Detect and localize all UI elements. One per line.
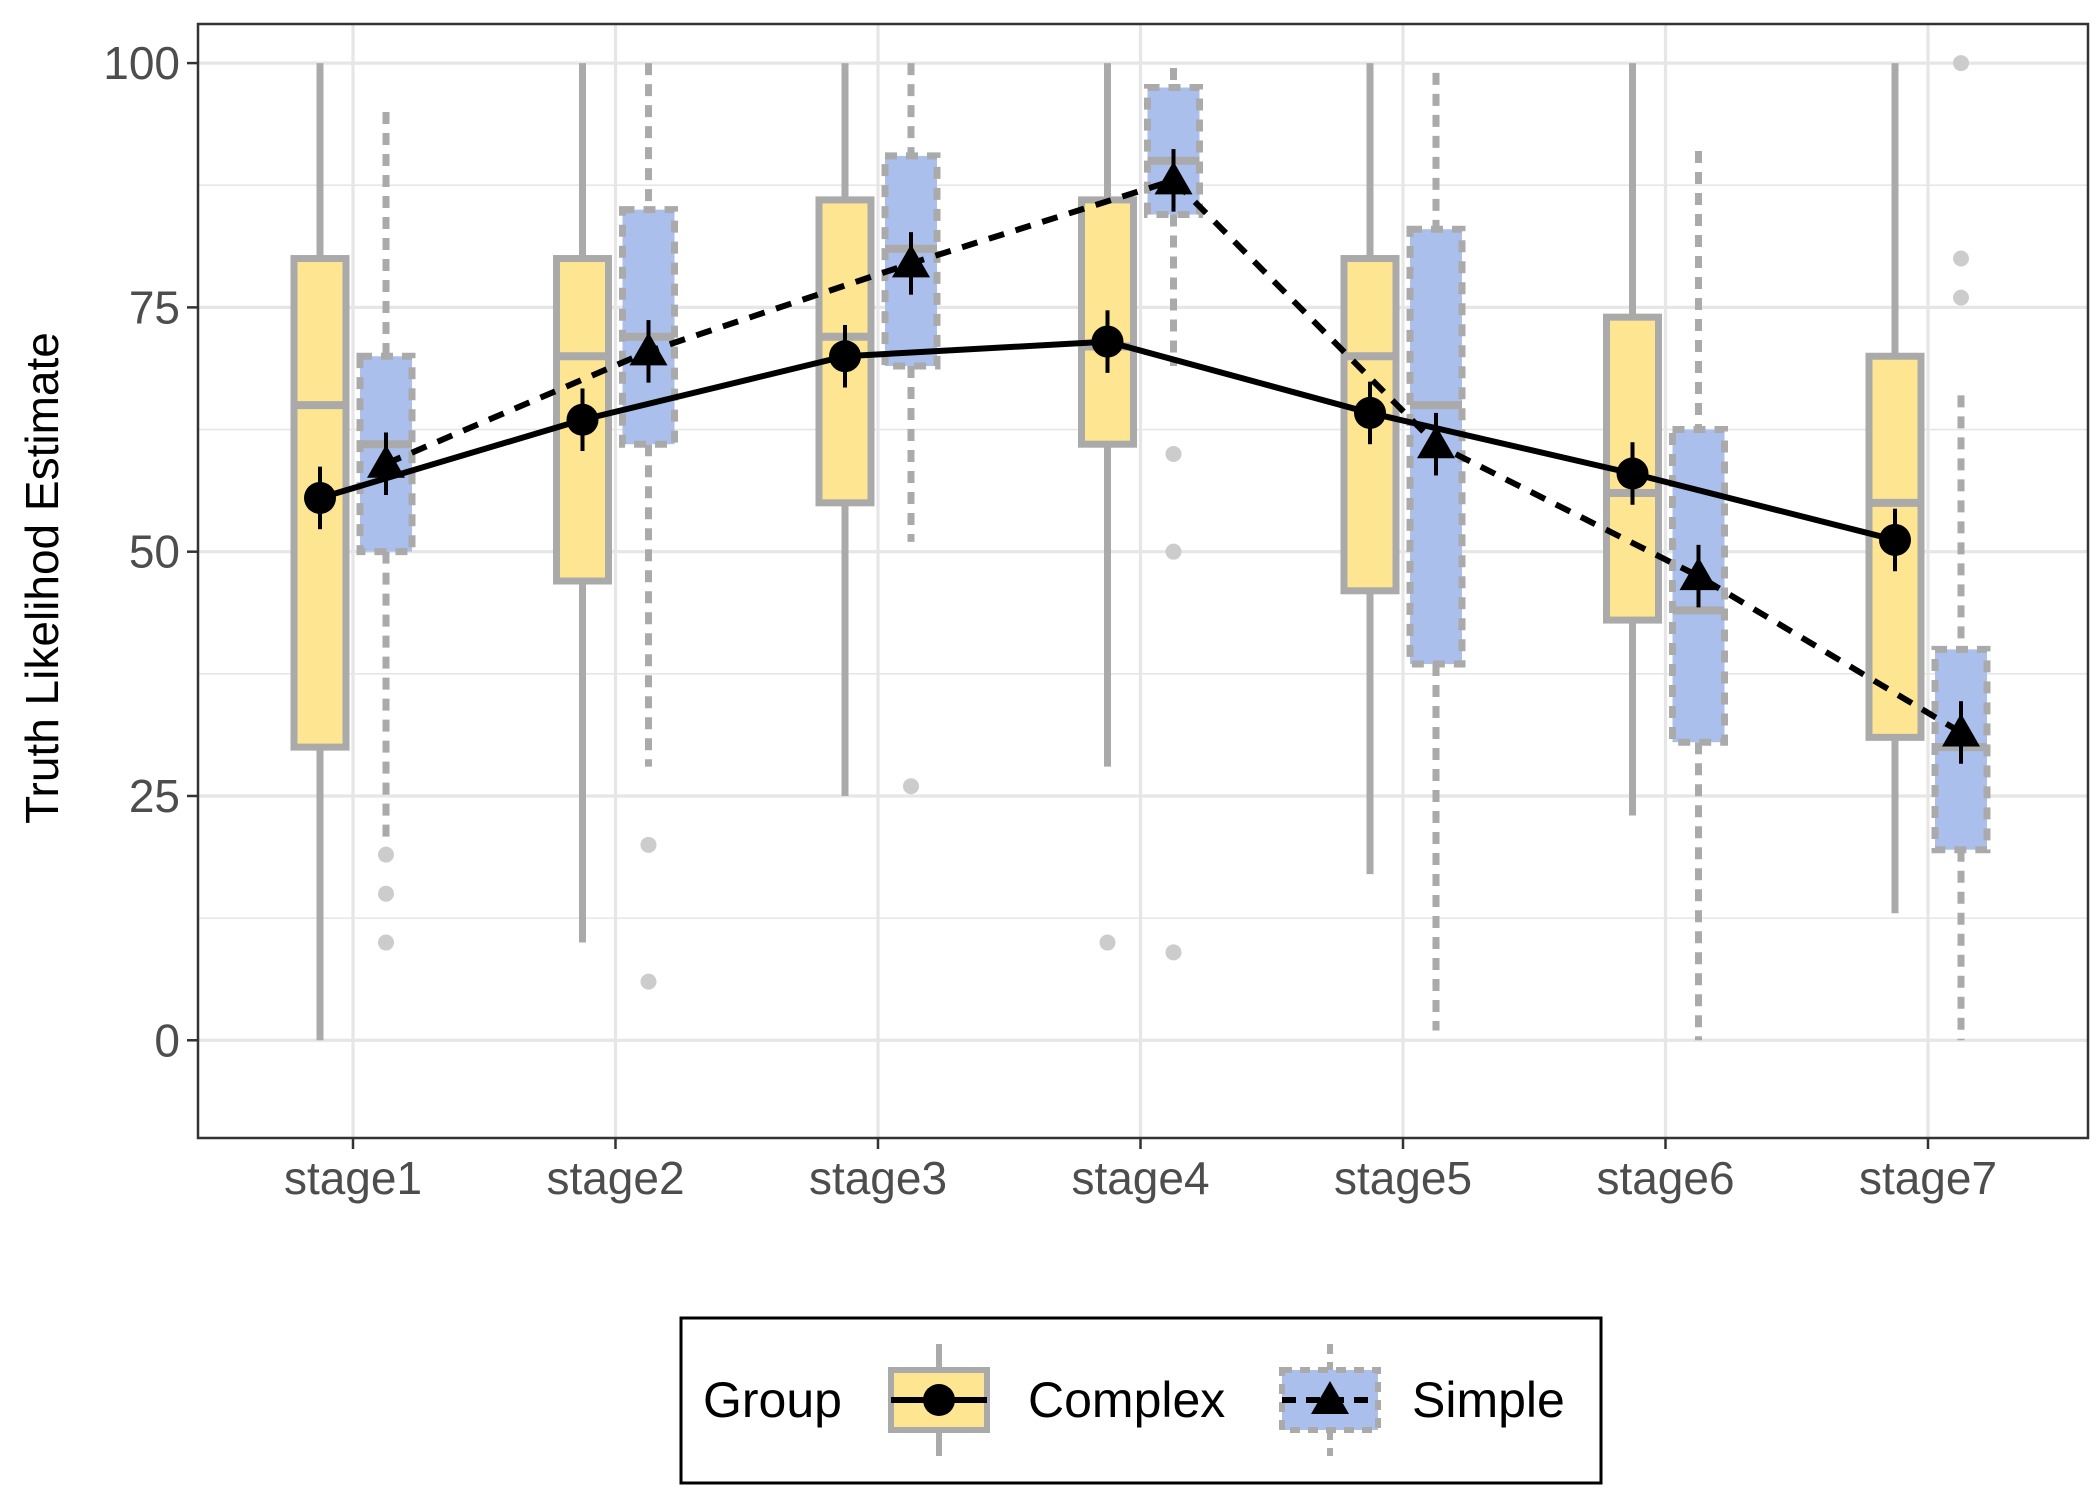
outlier-point bbox=[378, 885, 394, 902]
outlier-point bbox=[378, 934, 394, 951]
simple-box-stage1 bbox=[356, 111, 416, 951]
y-tick-label: 75 bbox=[129, 281, 180, 333]
panel-background bbox=[198, 24, 2088, 1138]
legend-label-complex: Complex bbox=[1028, 1372, 1225, 1428]
panel-border bbox=[196, 22, 2090, 1140]
x-tick-label: stage6 bbox=[1596, 1152, 1734, 1204]
legend: Group Complex Simple bbox=[679, 1316, 1603, 1485]
y-tick-label: 100 bbox=[103, 37, 180, 89]
simple-mean-point bbox=[1154, 161, 1193, 195]
plot-panel bbox=[198, 24, 2088, 1138]
y-tick-label: 50 bbox=[129, 526, 180, 578]
legend-key-simple bbox=[1279, 1344, 1381, 1456]
outlier-point bbox=[1165, 944, 1182, 961]
outlier-point bbox=[1953, 55, 1969, 72]
outlier-point bbox=[1099, 934, 1116, 951]
outlier-point bbox=[1953, 250, 1969, 267]
x-tick-label: stage4 bbox=[1071, 1152, 1209, 1204]
complex-mean-point bbox=[1091, 325, 1124, 358]
legend-box bbox=[679, 1316, 1603, 1485]
complex-box-stage1 bbox=[290, 63, 350, 1041]
x-tick-label: stage1 bbox=[284, 1152, 422, 1204]
simple-mean-point bbox=[629, 332, 668, 366]
legend-key-complex bbox=[888, 1344, 990, 1456]
y-tick-label: 0 bbox=[154, 1014, 180, 1066]
outlier-point bbox=[378, 846, 394, 863]
outlier-point bbox=[640, 836, 657, 853]
complex-mean-point bbox=[1616, 457, 1649, 490]
y-tick-label: 25 bbox=[129, 770, 180, 822]
legend-marker-triangle bbox=[1311, 1381, 1349, 1414]
simple-mean-point bbox=[1417, 425, 1455, 459]
complex-mean-point bbox=[566, 403, 599, 436]
outlier-point bbox=[903, 778, 919, 795]
outlier-point bbox=[1953, 289, 1969, 306]
complex-box-stage3 bbox=[815, 63, 875, 796]
outlier-point bbox=[1165, 445, 1182, 462]
complex-mean-point bbox=[304, 481, 336, 514]
simple-mean-point bbox=[1942, 713, 1980, 747]
simple-mean-point bbox=[892, 244, 930, 278]
x-tick-label: stage3 bbox=[809, 1152, 947, 1204]
x-tick-label: stage5 bbox=[1334, 1152, 1472, 1204]
y-axis-title: Truth Likelihod Estimate bbox=[16, 332, 68, 824]
mean-lines-layer bbox=[304, 149, 1980, 764]
outlier-point bbox=[1165, 543, 1182, 560]
complex-mean-point bbox=[829, 340, 861, 373]
box-body bbox=[356, 352, 416, 556]
x-tick-label: stage2 bbox=[546, 1152, 684, 1204]
x-tick-label: stage7 bbox=[1859, 1152, 1997, 1204]
legend-marker-circle bbox=[923, 1384, 955, 1416]
outlier-point bbox=[640, 973, 657, 990]
axes-layer: 0 25 50 75 100 stage1 stage2 stage3 stage4 stage5… bbox=[103, 22, 2090, 1204]
simple-mean-point bbox=[367, 444, 405, 478]
simple-mean-point bbox=[1679, 557, 1718, 591]
box-body bbox=[815, 196, 875, 507]
complex-mean-point bbox=[1879, 523, 1911, 556]
complex-mean-point bbox=[1354, 396, 1386, 429]
legend-title: Group bbox=[703, 1372, 842, 1428]
legend-label-simple: Simple bbox=[1412, 1372, 1565, 1428]
